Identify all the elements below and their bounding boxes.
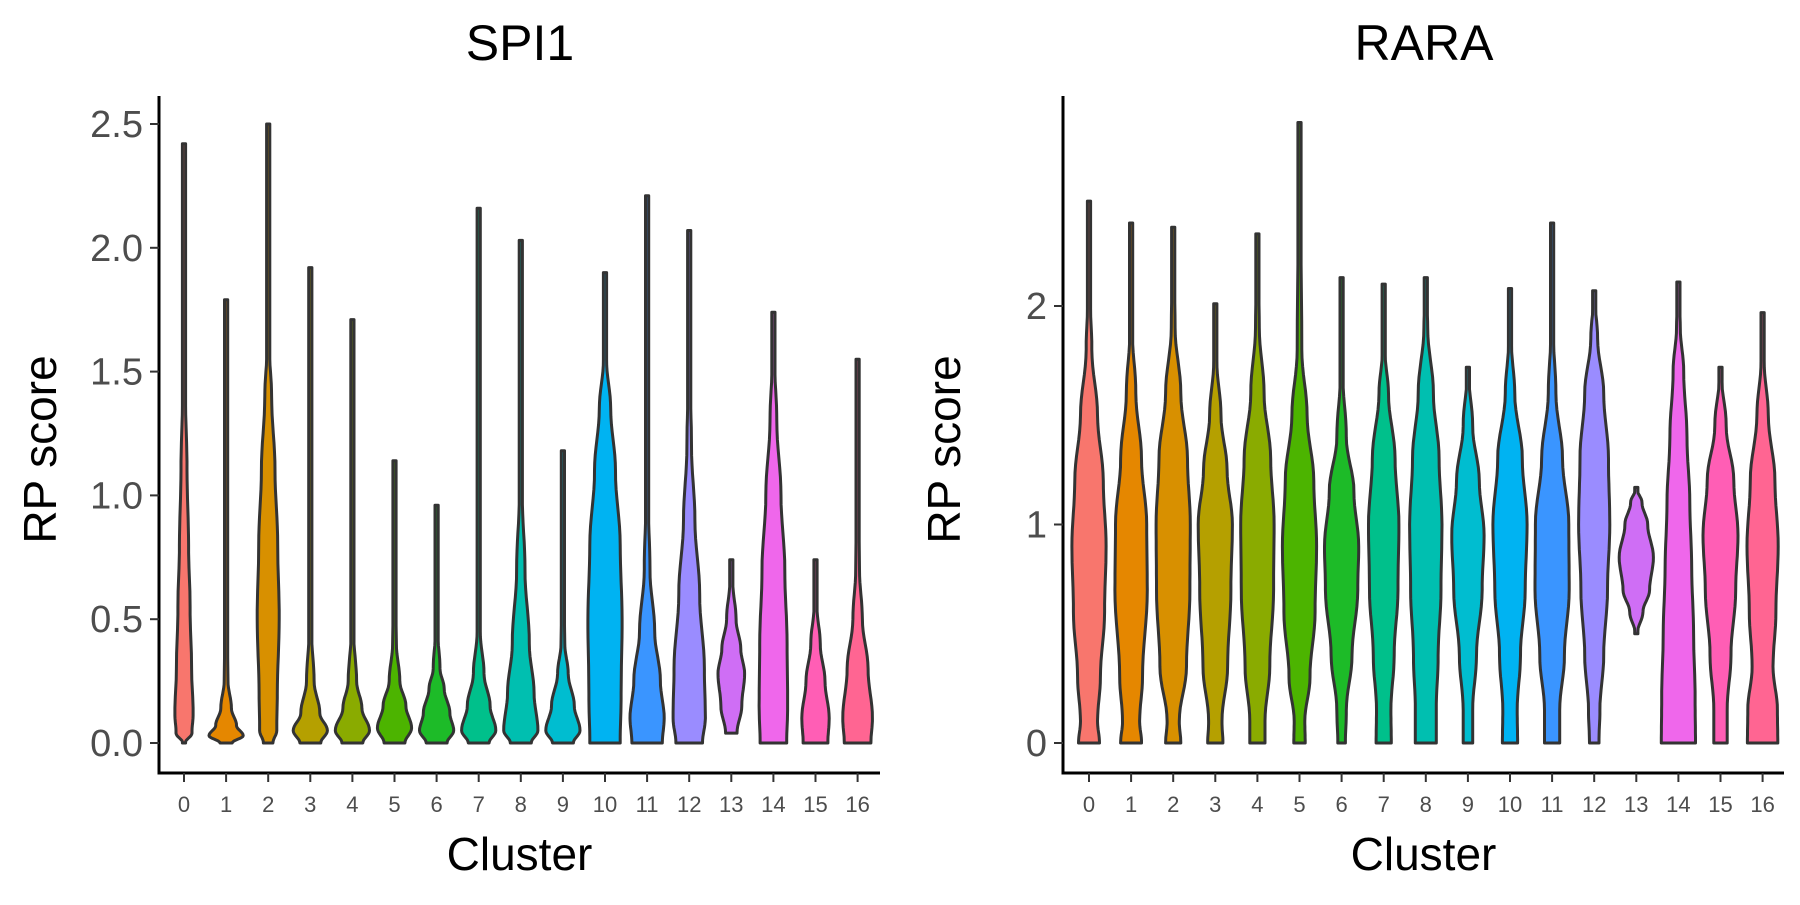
- x-tick-label: 7: [1378, 792, 1390, 817]
- violin-cluster-9: [1450, 365, 1486, 745]
- y-tick-label: 0: [1026, 723, 1047, 765]
- violin-cluster-2: [255, 122, 281, 745]
- x-tick-label: 1: [1125, 792, 1137, 817]
- violin-cluster-7: [1367, 282, 1401, 745]
- x-tick-label: 10: [1498, 792, 1522, 817]
- violin-cluster-1: [1113, 221, 1149, 745]
- y-tick-label: 2.5: [90, 104, 143, 146]
- violin-cluster-4: [1239, 232, 1276, 745]
- x-tick-label: 11: [1541, 792, 1564, 817]
- x-tick-label: 9: [1462, 792, 1474, 817]
- x-tick-label: 13: [719, 792, 743, 817]
- x-tick-label: 4: [1251, 792, 1263, 817]
- x-tick-label: 14: [761, 792, 785, 817]
- x-tick-label: 2: [262, 792, 274, 817]
- x-tick-label: 12: [1582, 792, 1606, 817]
- x-tick-label: 1: [220, 792, 232, 817]
- x-tick-label: 8: [515, 792, 527, 817]
- x-tick-label: 6: [1335, 792, 1347, 817]
- chart-title: RARA: [1355, 15, 1495, 71]
- x-axis-label: Cluster: [1351, 828, 1497, 880]
- y-axis-label: RP score: [918, 355, 970, 543]
- y-axis-label: RP score: [14, 355, 66, 543]
- violin-cluster-14: [757, 310, 790, 745]
- violin-cluster-3: [291, 266, 329, 745]
- x-tick-label: 10: [593, 792, 617, 817]
- x-tick-label: 6: [430, 792, 442, 817]
- violin-cluster-2: [1154, 225, 1192, 745]
- x-tick-label: 14: [1666, 792, 1690, 817]
- violin-cluster-9: [544, 449, 582, 745]
- violin-cluster-7: [460, 206, 498, 745]
- violin-cluster-1: [207, 298, 245, 745]
- violin-cluster-15: [1701, 365, 1740, 745]
- x-axis-label: Cluster: [447, 828, 593, 880]
- violin-cluster-14: [1659, 280, 1697, 745]
- x-tick-label: 0: [1083, 792, 1095, 817]
- violin-cluster-12: [1577, 289, 1612, 745]
- x-tick-label: 16: [845, 792, 869, 817]
- violin-cluster-11: [628, 194, 666, 745]
- violin-cluster-15: [800, 558, 831, 745]
- x-tick-label: 3: [304, 792, 316, 817]
- y-tick-label: 2.0: [90, 228, 143, 270]
- violin-cluster-6: [1323, 276, 1361, 745]
- violin-cluster-12: [671, 229, 707, 745]
- x-tick-label: 7: [473, 792, 485, 817]
- y-tick-label: 1.5: [90, 352, 143, 394]
- chart-title: SPI1: [466, 15, 574, 71]
- y-tick-label: 1.0: [90, 475, 143, 517]
- y-tick-label: 2: [1026, 286, 1047, 328]
- x-tick-label: 13: [1624, 792, 1648, 817]
- x-tick-label: 4: [346, 792, 358, 817]
- violin-cluster-10: [586, 271, 624, 745]
- x-tick-label: 16: [1750, 792, 1774, 817]
- x-tick-label: 9: [557, 792, 569, 817]
- violin-cluster-0: [173, 142, 195, 745]
- x-tick-label: 5: [388, 792, 400, 817]
- violin-cluster-10: [1491, 287, 1529, 745]
- violin-cluster-11: [1533, 221, 1571, 745]
- y-tick-label: 0.0: [90, 723, 143, 765]
- y-tick-label: 1: [1026, 505, 1047, 547]
- x-tick-label: 15: [1708, 792, 1732, 817]
- violin-cluster-13: [716, 558, 747, 735]
- violin-cluster-0: [1070, 199, 1108, 745]
- violin-cluster-5: [1280, 121, 1319, 745]
- violin-cluster-6: [418, 503, 456, 745]
- y-tick-label: 0.5: [90, 599, 143, 641]
- x-tick-label: 0: [178, 792, 190, 817]
- x-tick-label: 3: [1209, 792, 1221, 817]
- violin-cluster-13: [1617, 485, 1655, 636]
- violin-cluster-4: [333, 318, 371, 745]
- x-tick-label: 2: [1167, 792, 1179, 817]
- violin-cluster-8: [502, 238, 540, 745]
- x-tick-label: 8: [1420, 792, 1432, 817]
- violin-cluster-16: [1745, 311, 1780, 745]
- violin-cluster-8: [1408, 276, 1444, 745]
- violin-cluster-3: [1196, 302, 1234, 745]
- violin-cluster-16: [841, 357, 874, 745]
- x-tick-label: 5: [1293, 792, 1305, 817]
- x-tick-label: 15: [803, 792, 827, 817]
- violin-cluster-5: [375, 459, 414, 745]
- x-tick-label: 11: [636, 792, 659, 817]
- x-tick-label: 12: [677, 792, 701, 817]
